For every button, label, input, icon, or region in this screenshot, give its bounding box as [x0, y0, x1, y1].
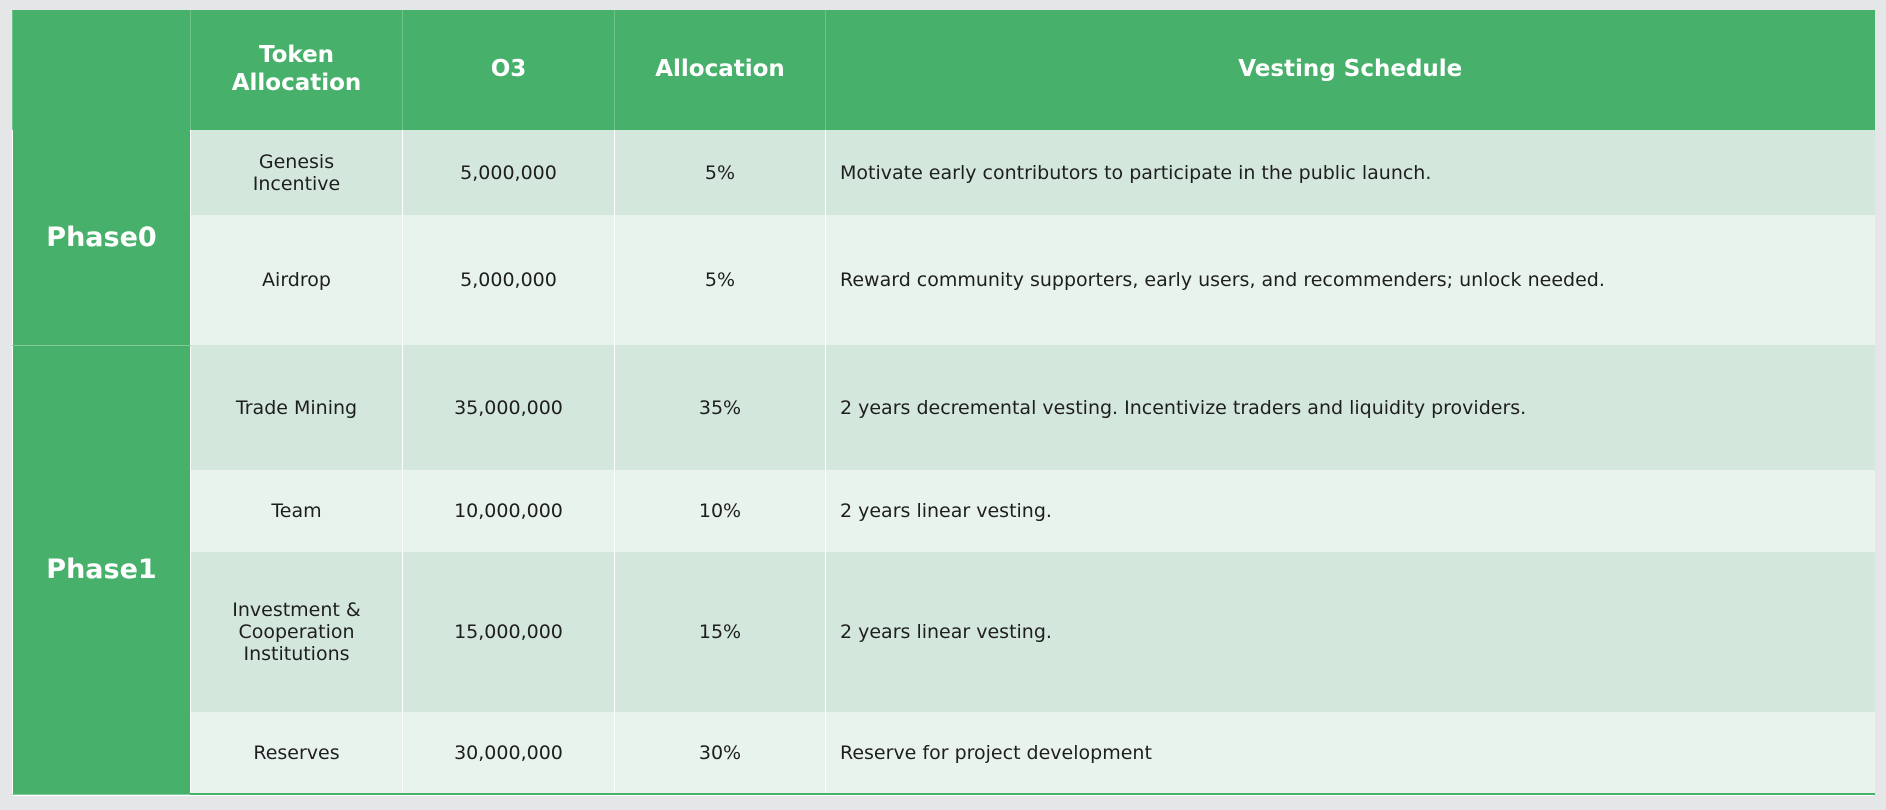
phase-cell: Phase1	[12, 345, 191, 795]
table-row: Reserves 30,000,000 30% Reserve for project…	[13, 712, 1875, 795]
description-cell: Motivate early contributors to participa…	[825, 130, 1875, 215]
cell: Trade Mining	[190, 345, 403, 470]
cell: Team	[190, 470, 403, 552]
cell: Reserves	[190, 712, 403, 795]
cell: 5,000,000	[402, 130, 615, 215]
header-cell: O3	[402, 10, 615, 130]
cell: 5%	[614, 130, 826, 215]
table-row: Airdrop 5,000,000 5% Reward community suppo…	[13, 215, 1875, 345]
table-body: Phase0 Genesis Incentive 5,000,000 5% Motiva…	[12, 130, 1875, 795]
cell: 10%	[614, 470, 826, 552]
cell: Investment & Cooperation Institutions	[190, 552, 403, 712]
cell: Genesis Incentive	[190, 130, 403, 215]
description-cell: 2 years linear vesting.	[825, 470, 1875, 552]
table-row: Team 10,000,000 10% 2 years linear vesting.	[13, 470, 1875, 552]
cell: 15%	[614, 552, 826, 712]
cell: 10,000,000	[402, 470, 615, 552]
header-cell	[12, 10, 191, 130]
table-row: Investment & Cooperation Institutions 15,…	[13, 552, 1875, 712]
description-cell: 2 years linear vesting.	[825, 552, 1875, 712]
header-cell: Token Allocation	[190, 10, 403, 130]
cell: Airdrop	[190, 215, 403, 345]
description-cell: Reserve for project development	[825, 712, 1875, 795]
cell: 15,000,000	[402, 552, 615, 712]
phase-cell: Phase0	[12, 130, 191, 346]
cell: 5%	[614, 215, 826, 345]
cell: 5,000,000	[402, 215, 615, 345]
table-container: Token Allocation O3 Allocation Vesting Sche…	[12, 10, 1875, 796]
description-cell: 2 years decremental vesting. Incentivize…	[825, 345, 1875, 470]
description-cell: Reward community supporters, early users…	[825, 215, 1875, 345]
header-cell: Vesting Schedule	[825, 10, 1875, 130]
table-row: Phase0 Genesis Incentive 5,000,000 5% Motiva…	[12, 130, 1875, 346]
token-table: Token Allocation O3 Allocation Vesting Sche…	[12, 10, 1875, 795]
header-row: Token Allocation O3 Allocation Vesting Sche…	[12, 10, 1875, 130]
cell: 35%	[614, 345, 826, 470]
table-row: Phase1 Trade Mining 35,000,000 35% 2 years d…	[12, 345, 1875, 795]
header-cell: Allocation	[614, 10, 826, 130]
cell: 30%	[614, 712, 826, 795]
cell: 30,000,000	[402, 712, 615, 795]
cell: 35,000,000	[402, 345, 615, 470]
